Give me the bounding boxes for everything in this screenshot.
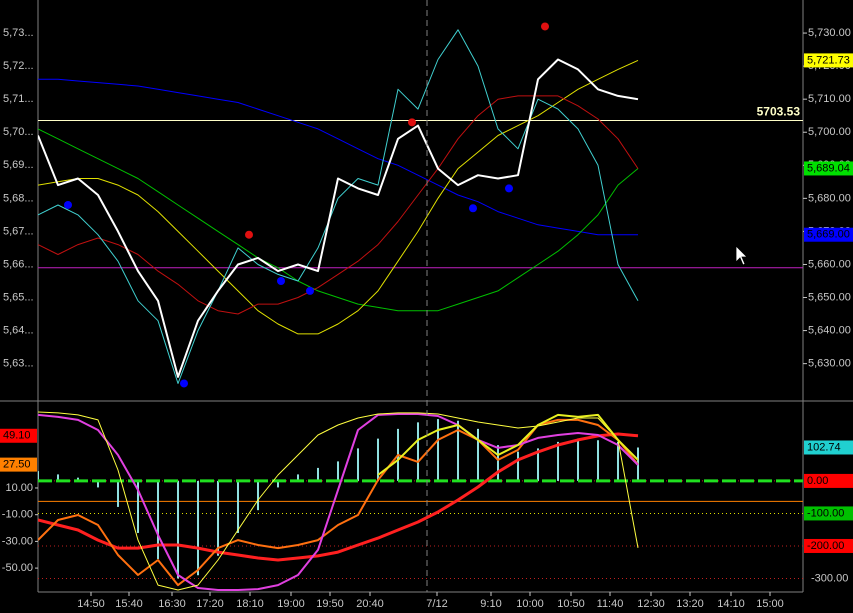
value-label-box: [804, 440, 853, 455]
x-tick-label: 15:40: [115, 598, 143, 610]
series-line: [38, 413, 639, 591]
price-panel: [38, 22, 803, 388]
horizontal-line-label: 5703.53: [757, 105, 801, 119]
x-tick-label: 14:50: [77, 598, 105, 610]
y-tick-label-left: 5,66...: [3, 258, 34, 270]
value-label: -200.00: [807, 540, 844, 552]
value-label: 49.10: [3, 430, 31, 442]
y-tick-label: 5,710.00: [808, 93, 851, 105]
y-tick-label: 5,730.00: [808, 27, 851, 39]
value-label: 0.00: [807, 475, 828, 487]
value-label-box: [804, 53, 853, 68]
x-tick-label: 20:40: [356, 598, 384, 610]
x-tick-label: 9:10: [480, 598, 501, 610]
series-line: [38, 29, 639, 384]
x-tick-label: 19:00: [277, 598, 305, 610]
signal-dot: [277, 276, 285, 285]
value-label-box: [0, 428, 37, 443]
y-tick-label-left: 5,68...: [3, 192, 34, 204]
value-label: 27.50: [3, 459, 31, 471]
value-label: 102.74: [807, 441, 841, 453]
y-tick-label: -50.00: [2, 562, 33, 574]
signal-dot: [64, 200, 72, 209]
value-label-box: [804, 227, 853, 242]
series-line: [377, 413, 639, 476]
x-tick-label: 13:20: [676, 598, 704, 610]
y-tick-label: 10.00: [5, 482, 33, 494]
x-tick-label: 19:50: [316, 598, 344, 610]
y-tick-label: 5,700.00: [808, 126, 851, 138]
series-line: [38, 128, 639, 312]
y-tick-label-left: 5,69...: [3, 159, 34, 171]
series-line: [38, 58, 639, 378]
y-tick-label-left: 5,64...: [3, 324, 34, 336]
y-tick-label-left: 5,72...: [3, 60, 34, 72]
y-tick-label: 5,650.00: [808, 291, 851, 303]
x-tick-label: 11:40: [597, 598, 624, 610]
y-tick-label-left: 5,67...: [3, 225, 34, 237]
x-tick-label: 10:00: [516, 598, 544, 610]
signal-dot: [180, 379, 188, 388]
signal-dot: [541, 22, 549, 31]
indicator-panel: [38, 411, 803, 591]
value-label: -100.00: [807, 507, 844, 519]
value-label: 5,721.73: [807, 54, 850, 66]
mouse-cursor: [735, 245, 748, 266]
value-label-box: [804, 161, 853, 176]
x-tick-label: 18:10: [236, 598, 264, 610]
series-line: [38, 432, 639, 562]
y-tick-label: 5,630.00: [808, 358, 851, 370]
y-tick-label-left: 5,73...: [3, 27, 34, 39]
signal-dot: [306, 286, 314, 295]
y-tick-label: 5,660.00: [808, 258, 851, 270]
signal-dot: [408, 118, 416, 127]
x-tick-label: 15:00: [756, 598, 784, 610]
x-tick-label: 12:30: [637, 598, 665, 610]
series-line: [38, 95, 639, 315]
value-label-box: [804, 538, 853, 553]
signal-dot: [469, 204, 477, 213]
value-label-box: [0, 457, 37, 472]
y-tick-label-left: 5,65...: [3, 291, 34, 303]
y-tick-label: -10.00: [2, 509, 33, 521]
series-line: [38, 59, 639, 335]
y2-tick-label: -300.00: [811, 572, 848, 584]
series-line: [38, 78, 638, 236]
value-label: 5,669.00: [807, 229, 850, 241]
x-tick-label: 10:50: [557, 598, 585, 610]
y-tick-label: 5,680.00: [808, 192, 851, 204]
y-tick-label-left: 5,63...: [3, 358, 34, 370]
x-tick-label: 16:30: [158, 598, 186, 610]
x-tick-label: 17:20: [196, 598, 224, 610]
signal-dot: [505, 184, 513, 193]
x-tick-label: 7/12: [426, 598, 447, 610]
x-tick-label: 14:10: [717, 598, 745, 610]
y-tick-label-left: 5,71...: [3, 93, 34, 105]
signal-dot: [245, 230, 253, 239]
value-label: 5,689.04: [807, 162, 850, 174]
y-tick-label: -30.00: [2, 535, 33, 547]
y-tick-label-left: 5,70...: [3, 126, 34, 138]
value-label-box: [804, 473, 853, 488]
y-tick-label: 5,640.00: [808, 324, 851, 336]
value-label-box: [804, 506, 853, 521]
